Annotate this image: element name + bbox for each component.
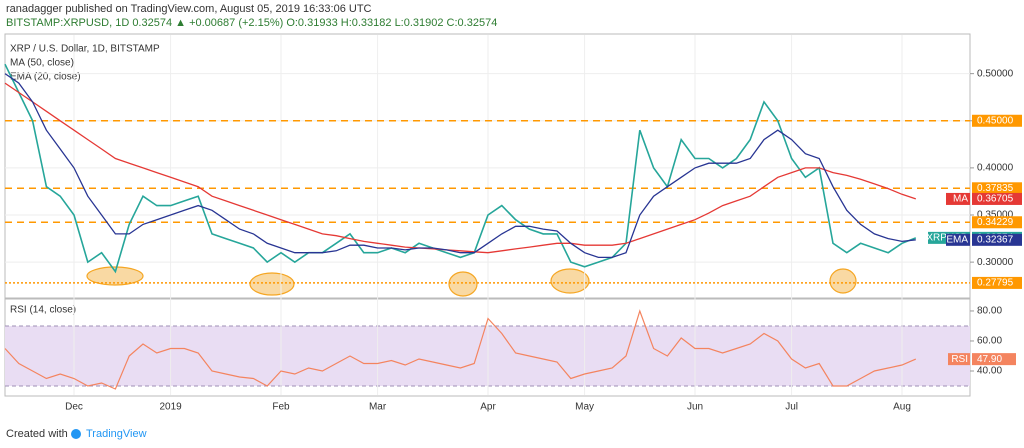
y-tick-label: 80.00 [977,306,1002,317]
value-tag-label: 47.90 [977,354,1002,365]
y-tick-label: 0.50000 [977,68,1014,79]
series-tag-label: EMA [946,234,968,245]
highlights [86,266,857,297]
legend-title: XRP / U.S. Dollar, 1D, BITSTAMP [10,44,160,55]
series-tag-label: RSI [951,354,968,365]
footer-brand: TradingView [86,428,147,440]
price-line [4,82,917,254]
price-line [4,63,917,274]
level-tag [972,114,1022,127]
y-tick-label: 40.00 [977,366,1002,377]
level-label: 0.34229 [977,217,1014,228]
x-tick-label: Apr [480,402,496,413]
series-tag [946,192,970,205]
legend-entry: MA (50, close) [10,58,74,69]
level-label: 0.27795 [977,278,1014,289]
y-tick-label: 0.30000 [977,257,1014,268]
x-tick-label: 2019 [159,402,182,413]
x-tick-label: May [575,402,594,413]
level-tag [972,216,1022,229]
series-tag [946,233,970,246]
series-tag-label: MA [953,194,968,205]
y-tick-label: 0.40000 [977,163,1014,174]
value-tag-label: 0.32367 [977,234,1014,245]
highlight [448,271,478,297]
level-tag [972,276,1022,289]
x-tick-label: Jul [785,402,798,413]
value-tag-label: 0.36705 [977,194,1014,205]
footer-created: Created with [6,428,68,440]
x-tick-label: Feb [272,402,290,413]
level-tag [972,182,1022,195]
legend-entry: EMA (20, close) [10,72,81,83]
highlight [829,268,857,294]
highlight [249,272,295,296]
y-tick-label: 0.35000 [977,210,1014,221]
price-line [4,73,916,259]
series-tag [948,353,970,366]
rsi-line [4,309,917,390]
logo-icon [71,429,81,439]
level-label: 0.37835 [977,183,1014,194]
highlight [550,268,590,294]
x-tick-label: Dec [65,402,83,413]
x-tick-label: Jun [687,402,703,413]
level-label: 0.45000 [977,115,1014,126]
value-tag [972,233,1022,246]
highlight [86,266,144,286]
value-tag [972,353,1016,366]
x-tick-label: Aug [893,402,911,413]
publisher: ranadagger published on TradingView.com,… [6,3,372,15]
value-tag [972,192,1022,205]
y-tick-label: 60.00 [977,336,1002,347]
symbol-line: BITSTAMP:XRPUSD, 1D 0.32574 ▲ +0.00687 (… [6,17,497,29]
rsi-legend: RSI (14, close) [10,305,76,316]
x-tick-label: Mar [369,402,387,413]
